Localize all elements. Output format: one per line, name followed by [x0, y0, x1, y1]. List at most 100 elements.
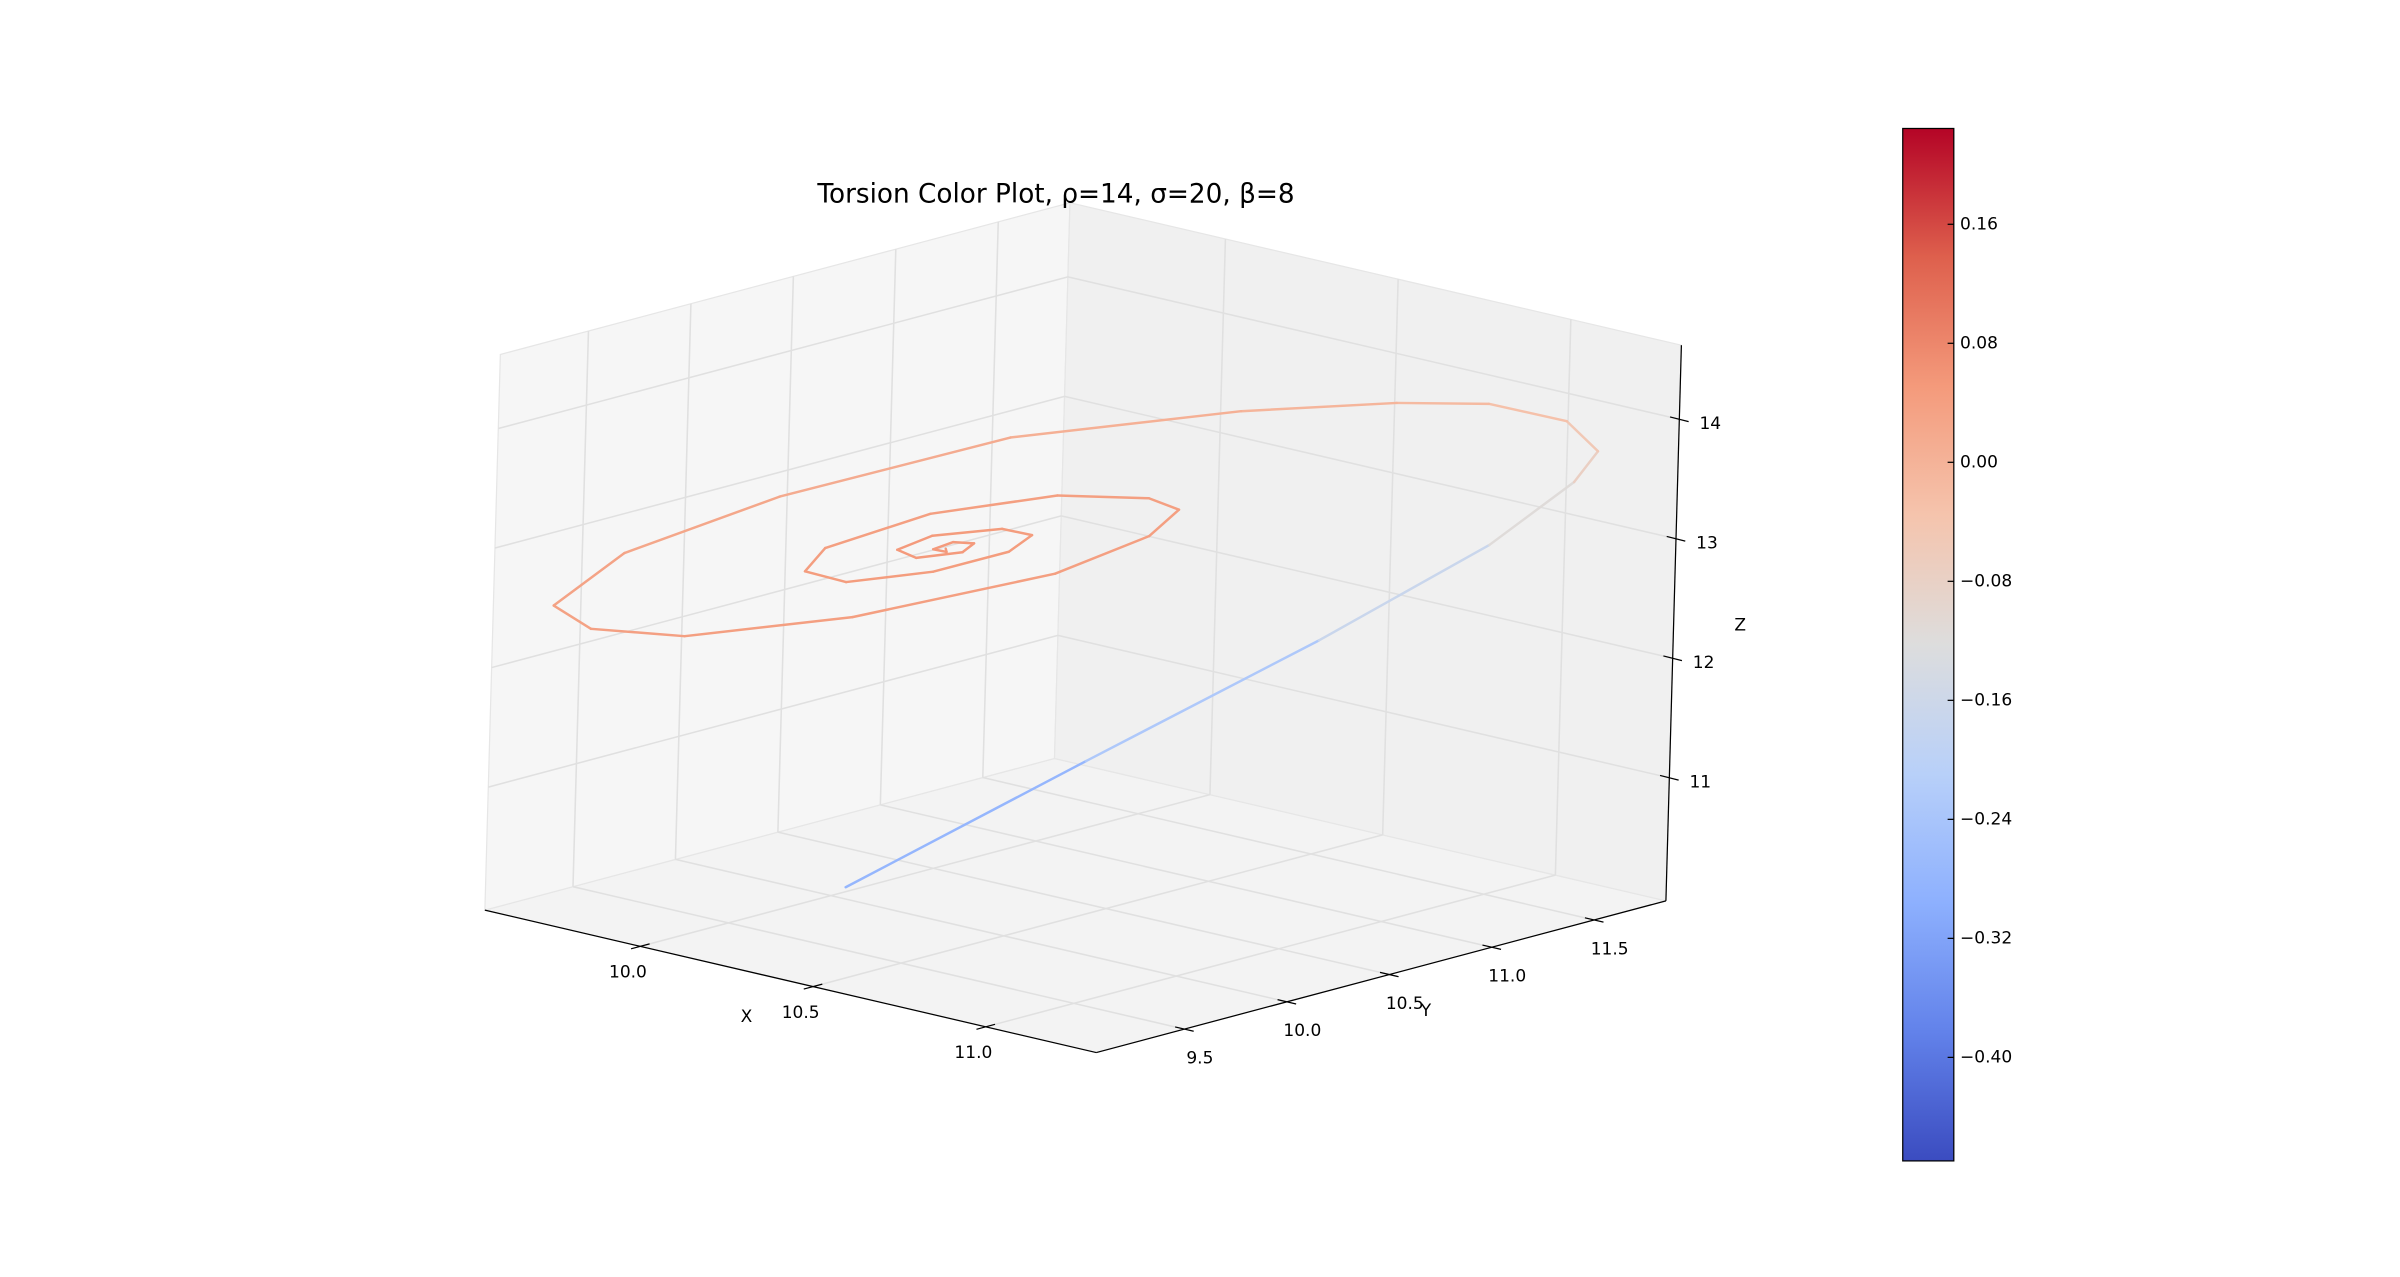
grid-line	[1209, 238, 1227, 795]
x-axis-label: X	[741, 1007, 753, 1027]
z-tick-label: 11	[1689, 772, 1711, 792]
colorbar-tick-label: 0.00	[1960, 452, 1998, 472]
grid-line	[812, 834, 1383, 988]
grid-line	[1057, 634, 1670, 779]
curve-segment	[778, 436, 1012, 498]
z-tick	[1669, 416, 1689, 423]
curve-segment	[552, 551, 626, 607]
curve-segment	[1053, 534, 1151, 575]
y-tick-label: 9.5	[1186, 1049, 1213, 1069]
curve-segment	[914, 551, 964, 560]
curve-segment	[1147, 497, 1181, 511]
curve-segment	[552, 604, 593, 631]
z-axis-line	[1665, 345, 1683, 901]
axes-3d	[484, 201, 1689, 1054]
grid-line	[491, 515, 1062, 669]
curve-segment	[1395, 401, 1491, 406]
chart-title: Torsion Color Plot, ρ=14, σ=20, β=8	[816, 180, 1294, 210]
curve-segment	[589, 627, 686, 638]
colorbar-tick-label: 0.16	[1960, 214, 1998, 234]
grid-line	[1061, 515, 1673, 660]
x-tick-label: 11.0	[954, 1043, 992, 1063]
y-tick	[1379, 971, 1399, 978]
curve-segment	[683, 615, 854, 638]
grid-line	[880, 804, 1492, 948]
grid-line	[982, 776, 1595, 921]
curve-segment	[623, 495, 781, 555]
y-tick	[1277, 999, 1297, 1005]
x-tick	[976, 1023, 996, 1030]
y-tick-label: 10.0	[1283, 1021, 1321, 1041]
curve-segment	[851, 572, 1057, 619]
curve-segment	[803, 570, 848, 584]
curve-segment	[944, 547, 948, 554]
curve-segment	[896, 548, 918, 560]
curve-segment	[844, 759, 1088, 889]
curve-segment	[896, 534, 934, 552]
x-tick-label: 10.5	[782, 1003, 820, 1023]
grid-line	[498, 276, 1069, 430]
curve-segment	[1009, 409, 1243, 439]
grid-line	[1554, 319, 1572, 876]
x-axis-line	[484, 909, 1097, 1054]
curve-segment	[844, 570, 935, 584]
y-tick	[1174, 1026, 1194, 1032]
grid-line	[640, 793, 1211, 948]
y-axis-label: Y	[1420, 1001, 1432, 1021]
curve-segment	[1565, 419, 1600, 453]
curve-segment	[1007, 533, 1034, 553]
grid-line	[985, 874, 1556, 1028]
curve-segment	[932, 540, 955, 551]
y-tick-label: 10.5	[1386, 994, 1424, 1014]
curve-segment	[932, 548, 948, 554]
colorbar-tick-label: −0.32	[1960, 928, 2012, 948]
colorbar-tick-label: −0.24	[1960, 809, 2012, 829]
x-tick	[630, 943, 650, 950]
curve-segment	[1317, 543, 1491, 642]
curve-segment	[803, 546, 827, 573]
grid-line	[1067, 276, 1680, 421]
y-tick	[1584, 917, 1604, 923]
colorbar-tick-label: −0.16	[1960, 690, 2012, 710]
curve-segment	[1000, 527, 1034, 537]
y-tick	[1482, 944, 1502, 951]
z-tick	[1663, 655, 1683, 662]
x-tick	[803, 983, 823, 990]
curve-segment	[1056, 494, 1151, 500]
curve-segment	[1239, 401, 1398, 413]
grid-line	[1381, 279, 1399, 835]
curve-segment	[961, 542, 976, 554]
curve-segment	[1572, 450, 1600, 484]
colorbar	[1902, 127, 1955, 1162]
colorbar-tick-label: −0.40	[1960, 1047, 2012, 1067]
curve-segment	[929, 494, 1059, 516]
colorbar-tick-label: 0.08	[1960, 333, 1998, 353]
grid-line	[488, 634, 1059, 788]
y-tick-label: 11.0	[1488, 967, 1526, 987]
curve-segment	[1487, 402, 1569, 423]
z-tick-label: 13	[1696, 533, 1718, 553]
y-axis-line	[1096, 900, 1667, 1054]
z-tick-label: 14	[1699, 414, 1721, 434]
grid-line	[572, 330, 590, 887]
curve-segment	[1084, 639, 1321, 763]
grid-line	[494, 395, 1065, 549]
z-tick	[1666, 535, 1686, 542]
curve-segment	[1488, 480, 1576, 547]
z-tick-label: 12	[1693, 653, 1715, 673]
curve-segment	[931, 550, 1011, 573]
grid-line	[572, 885, 1185, 1030]
x-tick-label: 10.0	[609, 963, 647, 983]
curve-segment	[931, 527, 1004, 537]
colorbar-tick-label: −0.08	[1960, 571, 2012, 591]
grid-line	[675, 858, 1288, 1003]
grid-line	[982, 221, 1000, 778]
z-tick	[1659, 774, 1679, 781]
grid-line	[777, 276, 795, 833]
y-tick-label: 11.5	[1591, 939, 1629, 959]
grid-line	[777, 831, 1390, 976]
curve-segment	[823, 512, 932, 550]
grid-line	[674, 303, 692, 860]
